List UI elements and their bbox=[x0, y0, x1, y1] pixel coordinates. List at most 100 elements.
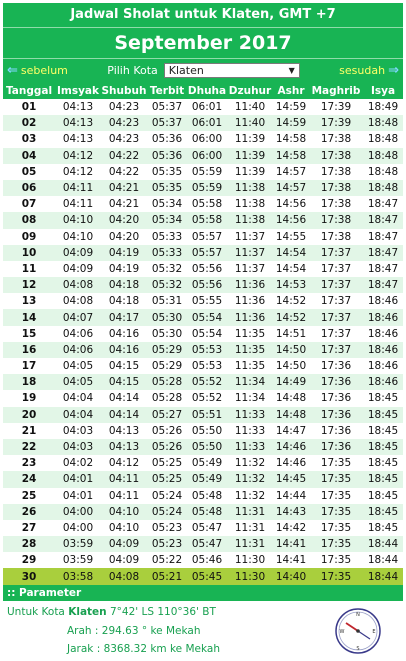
cell-terbit: 05:24 bbox=[147, 503, 187, 520]
cell-maghrib: 17:35 bbox=[309, 519, 363, 537]
cell-shubuh: 04:17 bbox=[101, 309, 147, 326]
cell-tanggal: 25 bbox=[3, 487, 55, 504]
cell-dhuha: 05:49 bbox=[187, 455, 227, 472]
cell-isya: 18:45 bbox=[363, 519, 403, 537]
cell-tanggal: 10 bbox=[3, 244, 55, 261]
cell-terbit: 05:23 bbox=[147, 536, 187, 553]
cell-isya: 18:46 bbox=[363, 309, 403, 326]
qibla-direction: Arah : 294.63 ° ke Mekah bbox=[67, 624, 201, 637]
table-row: 29 03:59 04:09 05:22 05:46 11:30 14:41 17:35 18:… bbox=[3, 552, 403, 569]
cell-ashr: 14:58 bbox=[273, 147, 309, 164]
cell-maghrib: 17:36 bbox=[309, 358, 363, 375]
table-row: 15 04:06 04:16 05:30 05:54 11:35 14:51 17:37 18:… bbox=[3, 325, 403, 342]
cell-maghrib: 17:36 bbox=[309, 406, 363, 423]
cell-isya: 18:48 bbox=[363, 115, 403, 132]
cell-terbit: 05:29 bbox=[147, 341, 187, 358]
cell-dzuhur: 11:31 bbox=[227, 503, 273, 520]
cell-imsyak: 04:01 bbox=[55, 471, 101, 488]
cell-dhuha: 05:58 bbox=[187, 212, 227, 229]
column-header-dhuha: Dhuha bbox=[187, 82, 227, 99]
cell-ashr: 14:46 bbox=[273, 455, 309, 472]
cell-maghrib: 17:36 bbox=[309, 422, 363, 439]
cell-dzuhur: 11:37 bbox=[227, 228, 273, 245]
cell-terbit: 05:28 bbox=[147, 374, 187, 391]
cell-shubuh: 04:14 bbox=[101, 390, 147, 407]
cell-terbit: 05:37 bbox=[147, 99, 187, 116]
cell-terbit: 05:29 bbox=[147, 358, 187, 375]
column-header-dzuhur: Dzuhur bbox=[227, 82, 273, 99]
cell-isya: 18:48 bbox=[363, 131, 403, 148]
cell-dzuhur: 11:33 bbox=[227, 406, 273, 423]
cell-terbit: 05:27 bbox=[147, 406, 187, 423]
cell-dzuhur: 11:36 bbox=[227, 277, 273, 294]
cell-dhuha: 05:47 bbox=[187, 536, 227, 553]
cell-tanggal: 26 bbox=[3, 503, 55, 520]
cell-shubuh: 04:12 bbox=[101, 455, 147, 472]
cell-imsyak: 04:00 bbox=[55, 503, 101, 520]
cell-dzuhur: 11:37 bbox=[227, 260, 273, 278]
cell-dzuhur: 11:32 bbox=[227, 487, 273, 504]
table-row: 12 04:08 04:18 05:32 05:56 11:36 14:53 17:37 18:… bbox=[3, 277, 403, 294]
qibla-compass-icon: N S W E bbox=[335, 607, 381, 654]
cell-maghrib: 17:36 bbox=[309, 438, 363, 456]
cell-ashr: 14:40 bbox=[273, 568, 309, 585]
cell-maghrib: 17:35 bbox=[309, 536, 363, 553]
next-month-label: sesudah bbox=[339, 64, 386, 77]
cell-maghrib: 17:35 bbox=[309, 503, 363, 520]
cell-ashr: 14:59 bbox=[273, 99, 309, 116]
prev-month-link[interactable]: ⇐ sebelum bbox=[7, 63, 68, 78]
cell-maghrib: 17:35 bbox=[309, 552, 363, 569]
cell-tanggal: 14 bbox=[3, 309, 55, 326]
cell-terbit: 05:25 bbox=[147, 471, 187, 488]
parameter-panel: Untuk Kota Klaten 7°42' LS 110°36' BT Ar… bbox=[3, 600, 403, 661]
cell-imsyak: 04:13 bbox=[55, 115, 101, 132]
cell-ashr: 14:41 bbox=[273, 552, 309, 569]
cell-ashr: 14:45 bbox=[273, 471, 309, 488]
city-select[interactable]: Klaten ▼ bbox=[163, 63, 300, 78]
cell-ashr: 14:57 bbox=[273, 163, 309, 180]
cell-dhuha: 05:57 bbox=[187, 244, 227, 261]
next-month-link[interactable]: sesudah ⇒ bbox=[339, 63, 399, 78]
cell-dzuhur: 11:35 bbox=[227, 325, 273, 342]
cell-dhuha: 05:46 bbox=[187, 552, 227, 569]
cell-terbit: 05:25 bbox=[147, 455, 187, 472]
cell-imsyak: 04:13 bbox=[55, 131, 101, 148]
cell-imsyak: 04:08 bbox=[55, 277, 101, 294]
column-header-tanggal: Tanggal bbox=[3, 82, 55, 99]
cell-terbit: 05:36 bbox=[147, 131, 187, 148]
cell-dzuhur: 11:33 bbox=[227, 438, 273, 456]
table-row: 17 04:05 04:15 05:29 05:53 11:35 14:50 17:36 18:… bbox=[3, 358, 403, 375]
cell-imsyak: 04:10 bbox=[55, 212, 101, 229]
cell-imsyak: 04:03 bbox=[55, 422, 101, 439]
cell-imsyak: 04:06 bbox=[55, 341, 101, 358]
table-row: 20 04:04 04:14 05:27 05:51 11:33 14:48 17:36 18:… bbox=[3, 406, 403, 423]
cell-imsyak: 04:04 bbox=[55, 406, 101, 423]
table-row: 04 04:12 04:22 05:36 06:00 11:39 14:58 17:38 18:… bbox=[3, 147, 403, 164]
cell-imsyak: 04:12 bbox=[55, 163, 101, 180]
cell-dhuha: 06:00 bbox=[187, 131, 227, 148]
cell-tanggal: 04 bbox=[3, 147, 55, 164]
cell-ashr: 14:58 bbox=[273, 131, 309, 148]
cell-imsyak: 04:07 bbox=[55, 309, 101, 326]
cell-isya: 18:45 bbox=[363, 455, 403, 472]
cell-tanggal: 28 bbox=[3, 536, 55, 553]
cell-terbit: 05:30 bbox=[147, 309, 187, 326]
cell-dhuha: 05:59 bbox=[187, 179, 227, 197]
table-row-today: 30 03:58 04:08 05:21 05:45 11:30 14:40 17:35 18:… bbox=[3, 568, 403, 585]
cell-isya: 18:45 bbox=[363, 487, 403, 504]
cell-shubuh: 04:13 bbox=[101, 422, 147, 439]
cell-shubuh: 04:11 bbox=[101, 487, 147, 504]
cell-shubuh: 04:23 bbox=[101, 115, 147, 132]
cell-dzuhur: 11:38 bbox=[227, 212, 273, 229]
cell-ashr: 14:53 bbox=[273, 277, 309, 294]
cell-ashr: 14:42 bbox=[273, 519, 309, 537]
cell-dhuha: 05:52 bbox=[187, 390, 227, 407]
cell-tanggal: 12 bbox=[3, 277, 55, 294]
cell-maghrib: 17:38 bbox=[309, 163, 363, 180]
city-picker-label: Pilih Kota bbox=[107, 64, 158, 77]
cell-maghrib: 17:37 bbox=[309, 325, 363, 342]
cell-imsyak: 04:01 bbox=[55, 487, 101, 504]
city-select-value: Klaten bbox=[168, 64, 204, 77]
cell-maghrib: 17:37 bbox=[309, 309, 363, 326]
cell-imsyak: 03:59 bbox=[55, 552, 101, 569]
